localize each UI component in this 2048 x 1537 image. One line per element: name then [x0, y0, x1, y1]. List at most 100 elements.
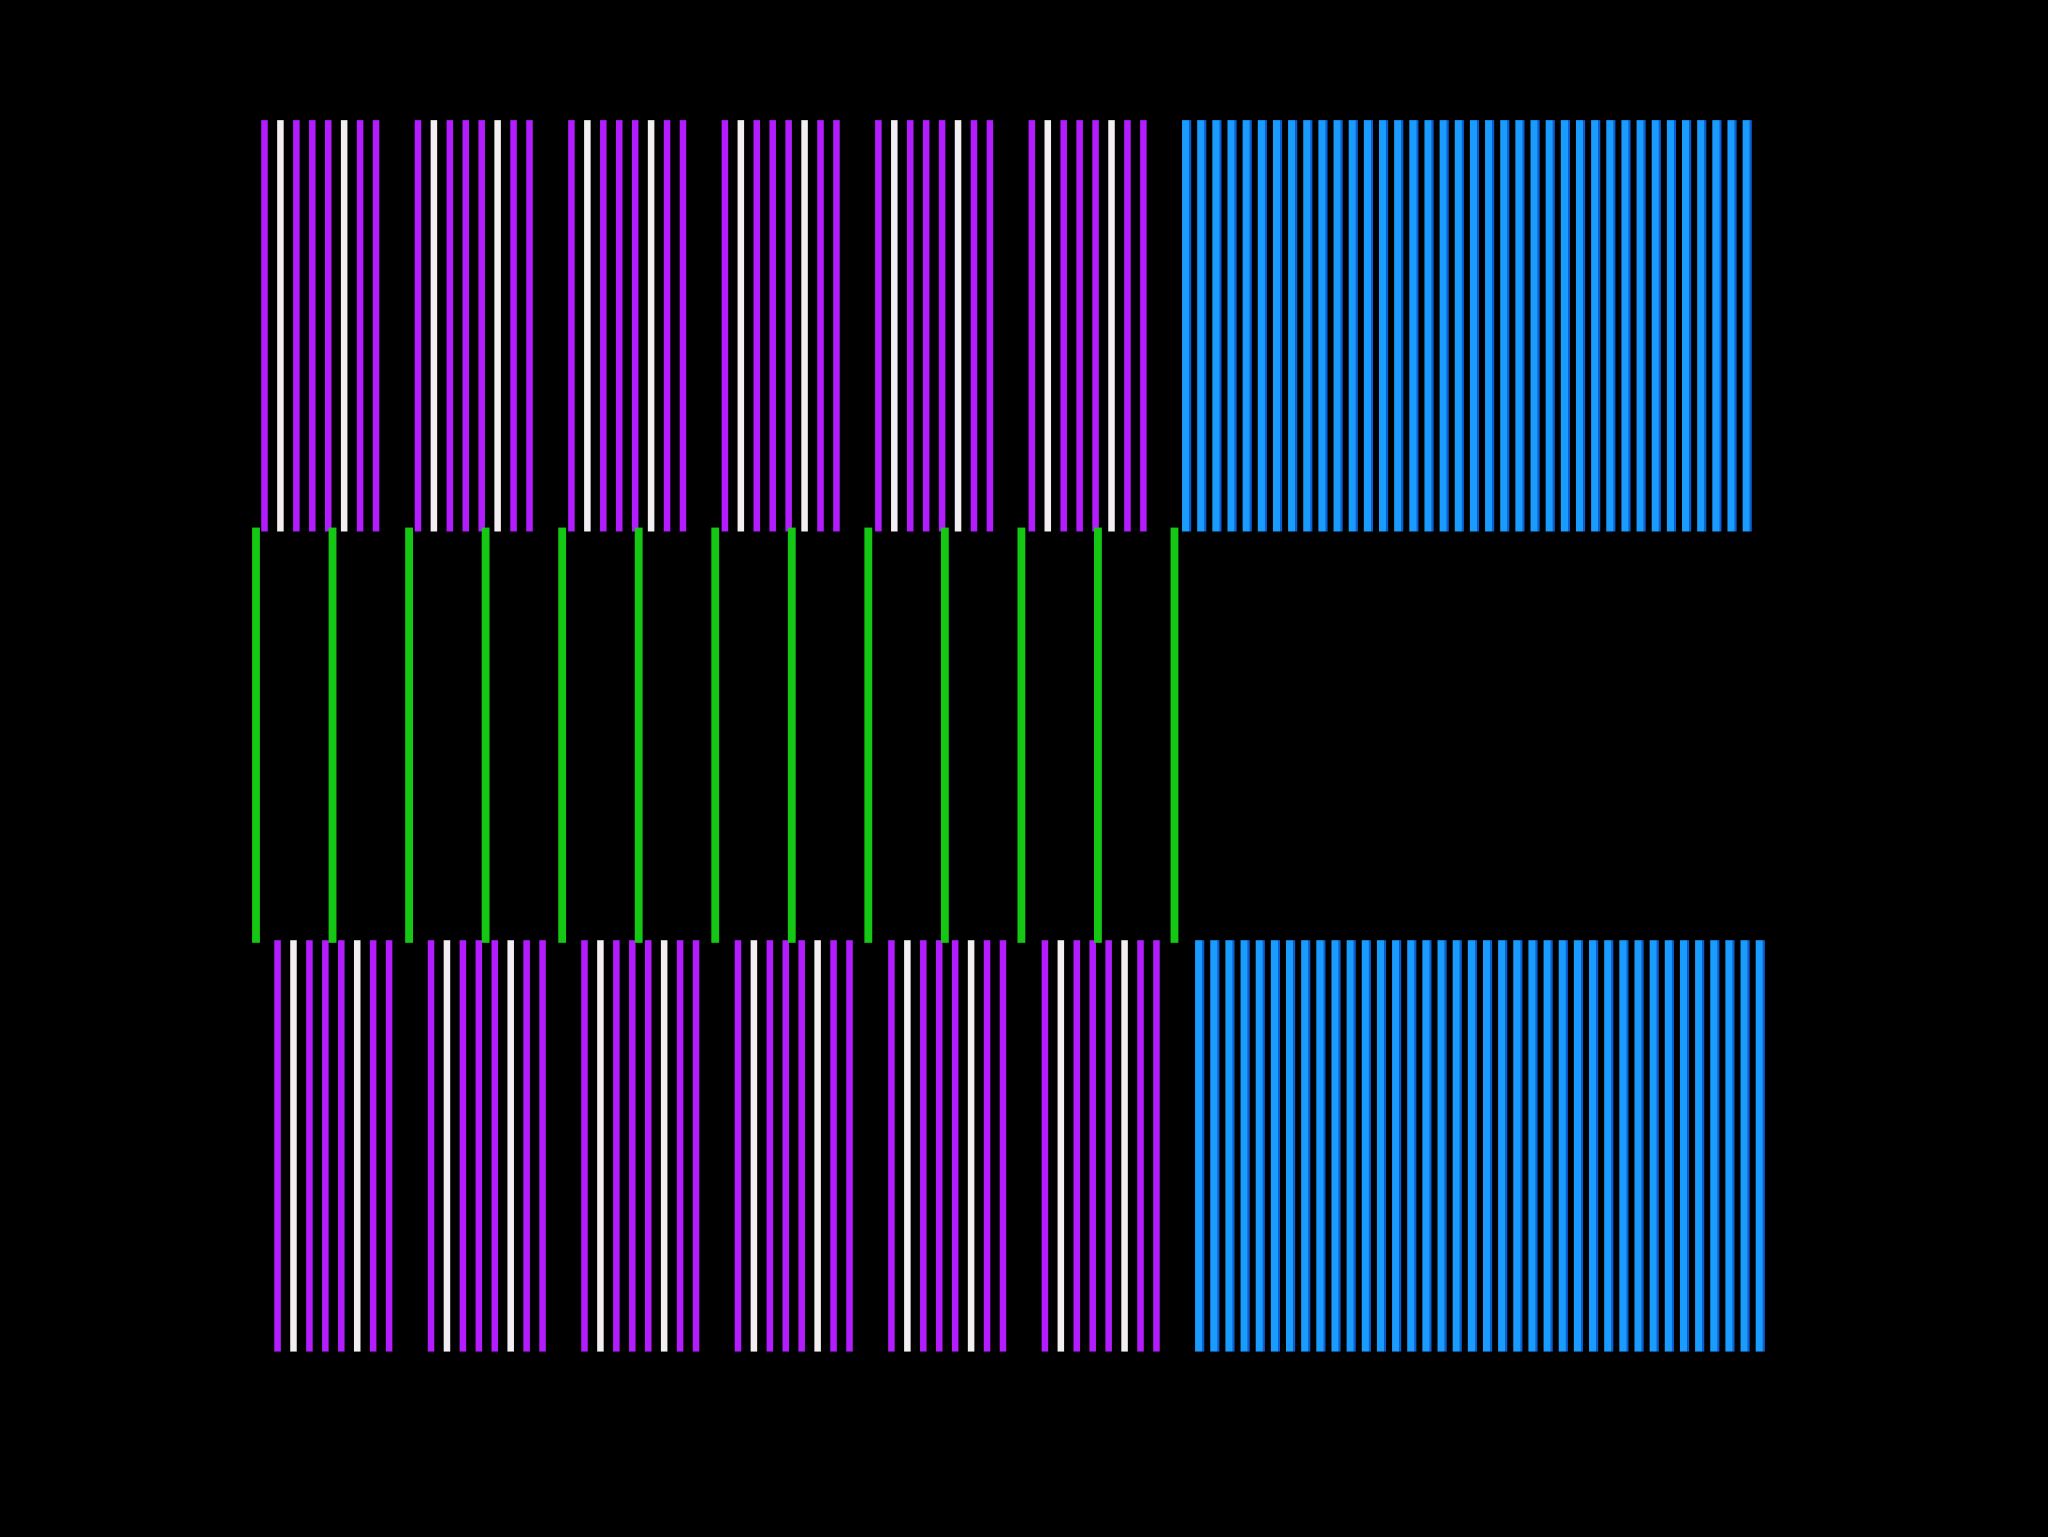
purple-stripe [935, 940, 943, 1352]
purple-stripe [631, 120, 639, 532]
blue-stripe-edge [1490, 940, 1493, 1352]
blue-stripe-edge [1219, 120, 1222, 532]
blue-stripe-edge [1719, 120, 1722, 532]
blue-stripe [1409, 120, 1417, 532]
purple-stripe [309, 120, 316, 532]
blue-stripe [1575, 120, 1584, 532]
blue-stripe [1589, 940, 1597, 1352]
blue-stripe-edge [1477, 120, 1480, 532]
purple-stripe [647, 120, 655, 532]
purple-stripe [1028, 120, 1036, 532]
purple-stripe [462, 120, 470, 532]
blue-stripe-edge [1704, 120, 1707, 532]
blue-stripe-edge [1492, 120, 1495, 532]
blue-stripe-edge [1717, 940, 1720, 1352]
blue-stripe-edge [1565, 940, 1568, 1352]
purple-stripe [766, 940, 774, 1352]
blue-stripe-edge [1355, 120, 1358, 532]
purple-stripe [356, 120, 364, 532]
green-line [252, 527, 260, 943]
blue-stripe [1498, 940, 1506, 1352]
blue-stripe [1591, 120, 1599, 532]
blue-stripe-edge [1234, 120, 1237, 532]
purple-stripe [615, 120, 623, 532]
blue-stripe [1742, 120, 1750, 532]
purple-stripe [1073, 940, 1081, 1352]
blue-stripe [1379, 120, 1387, 532]
green-line [787, 527, 796, 943]
blue-stripe-edge [1658, 120, 1661, 532]
purple-stripe [891, 120, 898, 532]
blue-stripe [1452, 940, 1460, 1352]
purple-stripe [970, 120, 978, 532]
blue-stripe-edge [1247, 940, 1250, 1352]
blue-stripe [1422, 940, 1430, 1352]
blue-stripe-edge [1674, 120, 1677, 532]
blue-stripe-edge [1249, 120, 1252, 532]
blue-stripe-edge [1414, 940, 1417, 1352]
blue-stripe-edge [1384, 940, 1387, 1352]
purple-stripe [1041, 940, 1049, 1352]
purple-stripe [1089, 940, 1096, 1352]
purple-stripe [459, 940, 467, 1352]
blue-stripe-edge [1552, 120, 1555, 532]
blue-stripe [1573, 940, 1582, 1352]
purple-stripe [1153, 940, 1160, 1352]
blue-stripe-edge [1399, 940, 1402, 1352]
purple-stripe [1092, 120, 1099, 532]
purple-stripe [663, 120, 671, 532]
purple-stripe [581, 940, 588, 1352]
blue-stripe [1318, 120, 1326, 532]
purple-stripe [1137, 940, 1144, 1352]
purple-stripe [1140, 120, 1147, 532]
blue-stripe-edge [1581, 940, 1584, 1352]
blue-stripe-edge [1762, 940, 1765, 1352]
blue-stripe [1543, 940, 1551, 1352]
blue-stripe-edge [1262, 940, 1265, 1352]
blue-stripe-edge [1353, 940, 1356, 1352]
purple-stripe [568, 120, 575, 532]
purple-stripe [430, 120, 438, 532]
purple-stripe [1060, 120, 1067, 532]
blue-stripe [1636, 120, 1644, 532]
blue-stripe [1682, 120, 1690, 532]
blue-stripe-edge [1583, 120, 1586, 532]
purple-stripe [338, 940, 345, 1352]
blue-stripe-edge [1641, 940, 1644, 1352]
blue-stripe-edge [1293, 940, 1296, 1352]
blue-stripe [1621, 120, 1629, 532]
purple-stripe [692, 940, 700, 1352]
blue-stripe [1316, 940, 1324, 1352]
blue-stripe [1227, 120, 1235, 532]
blue-stripe [1558, 940, 1566, 1352]
purple-stripe [1105, 940, 1112, 1352]
blue-stripe-edge [1732, 940, 1735, 1352]
blue-stripe-edge [1325, 120, 1328, 532]
purple-stripe [306, 940, 313, 1352]
blue-stripe-edge [1598, 120, 1601, 532]
purple-stripe [833, 120, 840, 532]
purple-stripe [274, 940, 281, 1352]
blue-stripe-edge [1368, 940, 1371, 1352]
blue-stripe [1331, 940, 1339, 1352]
blue-stripe [1697, 120, 1705, 532]
blue-stripe [1286, 940, 1294, 1352]
stripe-pattern [252, 120, 1765, 1352]
purple-stripe [372, 120, 380, 532]
blue-stripe-edge [1202, 940, 1205, 1352]
blue-stripe [1454, 120, 1462, 532]
blue-stripe [1255, 940, 1263, 1352]
purple-stripe [737, 120, 745, 532]
blue-stripe-edge [1522, 120, 1525, 532]
blue-stripe [1530, 120, 1538, 532]
green-line [405, 527, 413, 943]
blue-stripe [1710, 940, 1718, 1352]
purple-stripe [478, 120, 485, 532]
blue-stripe-edge [1734, 120, 1737, 532]
purple-stripe [290, 940, 297, 1352]
blue-stripe [1407, 940, 1415, 1352]
blue-stripe-edge [1323, 940, 1326, 1352]
blue-stripe-edge [1371, 120, 1373, 532]
blue-stripe [1348, 120, 1356, 532]
blue-stripe [1485, 120, 1493, 532]
